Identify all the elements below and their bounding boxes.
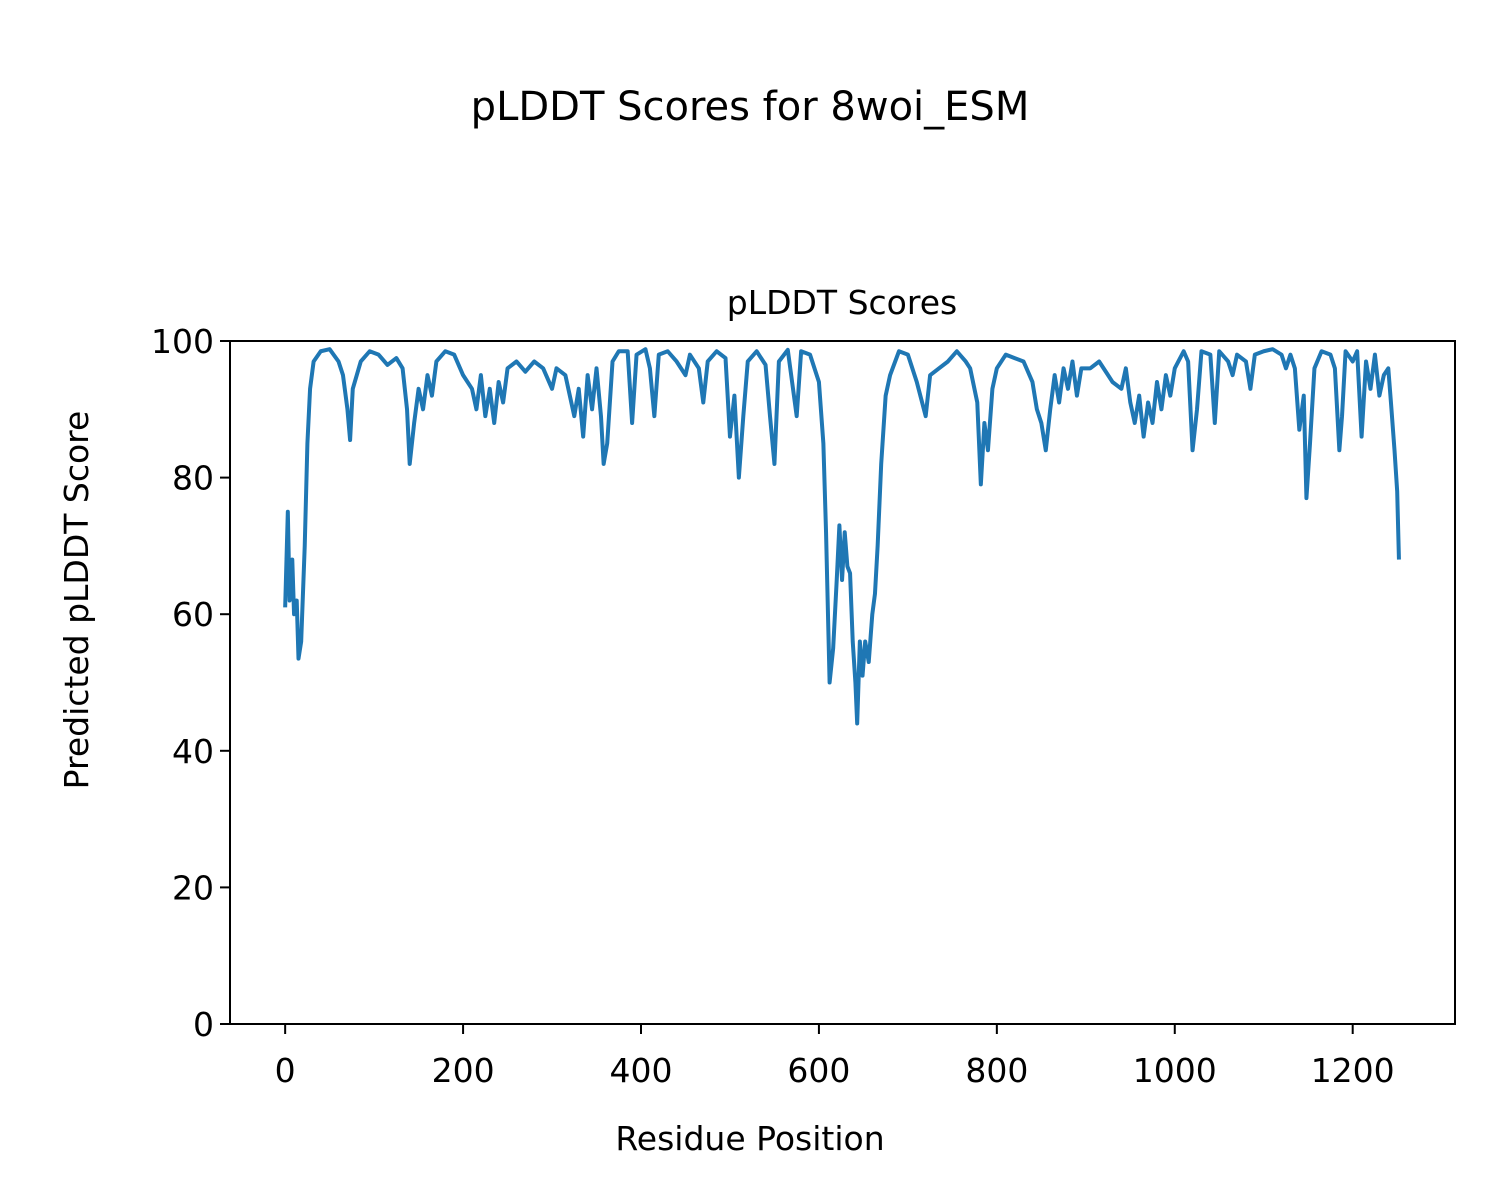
x-axis-label: Residue Position (615, 1119, 884, 1158)
plot-frame (229, 340, 1456, 1025)
x-tick-label: 1200 (1311, 1051, 1395, 1090)
x-tick-label: 600 (787, 1051, 850, 1090)
y-tick-label: 40 (172, 732, 214, 771)
x-tick-label: 1000 (1133, 1051, 1217, 1090)
data-line (283, 347, 1401, 726)
x-tick-label: 400 (610, 1051, 673, 1090)
chart-title: pLDDT Scores for 8woi_ESM (471, 84, 1030, 130)
x-tick-label: 200 (432, 1051, 495, 1090)
chart-subtitle: pLDDT Scores (727, 283, 957, 322)
y-axis-label: Predicted pLDDT Score (57, 411, 96, 790)
y-tick-label: 20 (172, 868, 214, 907)
y-tick-label: 80 (172, 459, 214, 498)
x-tick-label: 0 (275, 1051, 296, 1090)
y-tick-label: 0 (193, 1005, 214, 1044)
y-tick-label: 100 (151, 322, 214, 361)
y-tick-label: 60 (172, 595, 214, 634)
x-tick-label: 800 (965, 1051, 1028, 1090)
